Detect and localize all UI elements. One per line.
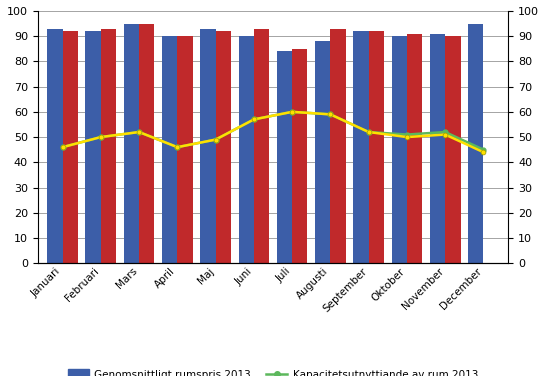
Bar bbox=[330, 29, 346, 263]
Bar bbox=[353, 31, 369, 263]
Bar bbox=[277, 51, 292, 263]
Bar bbox=[124, 24, 139, 263]
Bar bbox=[445, 36, 460, 263]
Bar bbox=[200, 29, 216, 263]
Bar bbox=[216, 31, 231, 263]
Bar bbox=[86, 31, 101, 263]
Bar bbox=[48, 29, 63, 263]
Bar bbox=[101, 29, 116, 263]
Bar bbox=[369, 31, 384, 263]
Bar bbox=[391, 36, 407, 263]
Bar bbox=[430, 33, 445, 263]
Legend: Genomsnittligt rumspris 2013, Genomsnittligt rumspris 2014, Kapacitetsutnyttjand: Genomsnittligt rumspris 2013, Genomsnitt… bbox=[64, 365, 482, 376]
Bar bbox=[63, 31, 78, 263]
Bar bbox=[139, 24, 155, 263]
Bar bbox=[162, 36, 177, 263]
Bar bbox=[315, 41, 330, 263]
Bar bbox=[177, 36, 193, 263]
Bar bbox=[254, 29, 269, 263]
Bar bbox=[239, 36, 254, 263]
Bar bbox=[292, 49, 307, 263]
Bar bbox=[468, 24, 483, 263]
Bar bbox=[407, 33, 422, 263]
